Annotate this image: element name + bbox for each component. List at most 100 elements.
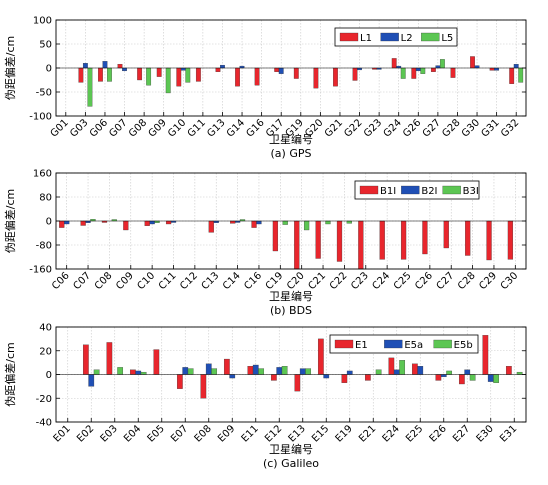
bar-L2-G03 bbox=[82, 63, 88, 69]
bar-B1I-C14 bbox=[230, 220, 236, 224]
x-tick-label: G22 bbox=[342, 117, 364, 139]
bar-L5-G27 bbox=[439, 59, 445, 69]
y-tick-label: 0 bbox=[46, 217, 52, 228]
bar-B1I-C10 bbox=[144, 220, 150, 226]
bar-B1I-C20 bbox=[294, 220, 300, 270]
y-axis-label: 伪距偏差/cm bbox=[3, 342, 17, 406]
legend-box bbox=[329, 334, 479, 354]
bar-E1-E21 bbox=[364, 374, 371, 381]
x-tick-label: E12 bbox=[263, 423, 284, 444]
panel-caption: (a) GPS bbox=[271, 147, 312, 160]
bar-E5b-E24 bbox=[399, 360, 406, 375]
y-tick-label: 80 bbox=[39, 193, 52, 204]
x-tick-label: C25 bbox=[392, 270, 414, 292]
bar-E5a-E11 bbox=[252, 364, 259, 375]
x-tick-label: G03 bbox=[68, 117, 90, 139]
x-tick-label: G13 bbox=[205, 117, 227, 139]
legend-label-B2I: B2I bbox=[421, 186, 437, 197]
x-tick-label: G06 bbox=[88, 117, 110, 139]
x-tick-label: C09 bbox=[114, 270, 136, 292]
bar-L5-G32 bbox=[518, 67, 524, 83]
bar-L1-G03 bbox=[78, 67, 84, 83]
y-tick-label: 40 bbox=[39, 323, 52, 334]
bar-L1-G17 bbox=[274, 67, 280, 72]
legend-swatch-B3I bbox=[442, 185, 461, 195]
bar-L1-G11 bbox=[195, 67, 201, 82]
x-axis-label: 卫星编号 bbox=[269, 289, 313, 303]
bar-L1-G24 bbox=[391, 58, 397, 69]
bar-E5a-E08 bbox=[205, 363, 212, 375]
x-tick-label: E25 bbox=[404, 423, 425, 444]
bar-B3I-C19 bbox=[282, 220, 288, 225]
x-tick-label: C22 bbox=[328, 270, 350, 292]
y-tick-label: -160 bbox=[29, 265, 52, 276]
x-tick-label: C19 bbox=[264, 270, 286, 292]
bar-L2-G06 bbox=[102, 61, 108, 69]
y-tick-label: -100 bbox=[29, 112, 52, 123]
x-tick-label: C11 bbox=[157, 270, 179, 292]
bar-B1I-C07 bbox=[80, 220, 86, 226]
bar-L1-G08 bbox=[137, 67, 143, 81]
x-tick-label: G28 bbox=[440, 117, 462, 139]
bar-E1-E19 bbox=[341, 374, 348, 383]
legend-label-B3I: B3I bbox=[463, 186, 479, 197]
bar-L5-G24 bbox=[400, 67, 406, 79]
y-tick-label: 0 bbox=[46, 64, 52, 75]
bar-E5b-E13 bbox=[305, 368, 312, 375]
y-axis-label: 伪距偏差/cm bbox=[3, 189, 17, 253]
x-tick-label: E02 bbox=[75, 423, 96, 444]
bar-E5b-E08 bbox=[211, 368, 218, 375]
bar-B1I-C28 bbox=[465, 220, 471, 256]
bar-L2-G31 bbox=[494, 67, 500, 71]
bar-L2-G17 bbox=[278, 67, 284, 74]
x-axis-label: 卫星编号 bbox=[269, 442, 313, 456]
legend-label-L2: L2 bbox=[401, 33, 413, 44]
bar-E5a-E27 bbox=[464, 369, 471, 375]
bar-E1-E04 bbox=[129, 369, 136, 375]
bar-E5a-E09 bbox=[229, 374, 236, 379]
bar-L5-G10 bbox=[185, 67, 191, 83]
bar-E1-E11 bbox=[247, 366, 254, 375]
bar-E1-E05 bbox=[153, 349, 160, 375]
x-tick-label: C26 bbox=[413, 270, 435, 292]
x-tick-label: G23 bbox=[362, 117, 384, 139]
x-tick-label: C28 bbox=[456, 270, 478, 292]
panel-caption: (c) Galileo bbox=[263, 457, 319, 470]
bar-L1-G20 bbox=[313, 67, 319, 89]
bar-L1-G30 bbox=[470, 56, 475, 69]
x-tick-label: C24 bbox=[371, 270, 393, 292]
bar-E1-E12 bbox=[270, 374, 277, 381]
x-tick-label: C30 bbox=[499, 270, 521, 292]
x-tick-label: E08 bbox=[193, 423, 214, 444]
bar-B1I-C13 bbox=[208, 220, 214, 233]
panel-caption: (b) BDS bbox=[270, 304, 312, 317]
bar-E1-E27 bbox=[458, 374, 465, 385]
x-tick-label: G08 bbox=[127, 117, 149, 139]
bar-B1I-C21 bbox=[315, 220, 321, 259]
legend-swatch-B2I bbox=[401, 185, 420, 195]
bar-L2-G30 bbox=[474, 65, 480, 69]
x-tick-label: E21 bbox=[357, 423, 378, 444]
y-tick-label: 20 bbox=[39, 346, 52, 357]
y-tick-label: -20 bbox=[36, 394, 52, 405]
bar-E1-E15 bbox=[317, 338, 324, 375]
bar-L2-G10 bbox=[180, 67, 186, 71]
bar-B1I-C23 bbox=[358, 220, 364, 270]
y-tick-label: 0 bbox=[46, 370, 52, 381]
x-tick-label: G21 bbox=[323, 117, 345, 139]
bar-E5a-E02 bbox=[88, 374, 95, 387]
x-tick-label: E11 bbox=[240, 423, 261, 444]
x-tick-label: G14 bbox=[225, 117, 247, 139]
bar-L1-G16 bbox=[254, 67, 260, 86]
bar-L1-G14 bbox=[235, 67, 240, 87]
bar-B1I-C06 bbox=[59, 220, 65, 228]
legend-swatch-B1I bbox=[359, 185, 379, 195]
bar-B1I-C30 bbox=[507, 220, 514, 260]
x-tick-label: G10 bbox=[166, 117, 188, 139]
bar-B1I-C09 bbox=[123, 220, 129, 231]
x-tick-label: E19 bbox=[334, 423, 355, 444]
x-tick-label: E07 bbox=[169, 423, 190, 444]
legend-label-E5a: E5a bbox=[404, 340, 423, 351]
bar-L5-G08 bbox=[146, 67, 152, 86]
chart-panel-2: -160 -80 0 80 160 C06 C07 C08 C09 C10 C11 C12 C13 C14… bbox=[3, 169, 527, 317]
